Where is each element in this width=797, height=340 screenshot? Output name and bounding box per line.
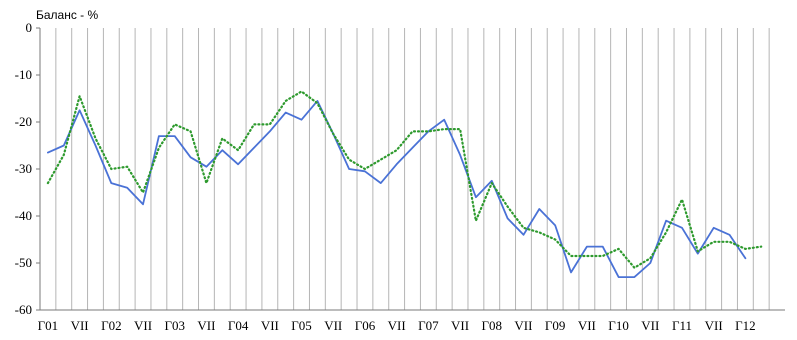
x-tick-label: VII: [324, 318, 342, 333]
x-tick-label: VII: [514, 318, 532, 333]
x-tick-label: VII: [705, 318, 723, 333]
x-tick-label: Г10: [608, 318, 629, 333]
x-tick-label: Г11: [672, 318, 692, 333]
x-tick-label: Г05: [291, 318, 312, 333]
x-tick-label: VII: [261, 318, 279, 333]
series-line-dotted: [46, 90, 763, 269]
y-tick-label: -20: [15, 114, 32, 129]
x-tick-label: Г03: [164, 318, 185, 333]
x-tick-label: VII: [71, 318, 89, 333]
x-tick-label: Г01: [38, 318, 59, 333]
axes: [36, 27, 785, 311]
vertical-gridlines: [55, 28, 770, 310]
x-tick-label: Г08: [481, 318, 502, 333]
y-tick-label: -30: [15, 161, 32, 176]
x-tick-label: Г12: [735, 318, 756, 333]
y-tick-label: -40: [15, 208, 32, 223]
x-tick-label: Г04: [228, 318, 249, 333]
y-tick-label: -60: [15, 302, 32, 317]
x-tick-label: Г09: [545, 318, 566, 333]
series-lines: [46, 90, 763, 279]
x-tick-label: Г06: [355, 318, 376, 333]
x-tick-label: Г02: [101, 318, 122, 333]
x-tick-label: VII: [134, 318, 152, 333]
x-tick-label: VII: [578, 318, 596, 333]
x-tick-label: VII: [197, 318, 215, 333]
x-tick-label: Г07: [418, 318, 439, 333]
y-tick-label: -50: [15, 255, 32, 270]
chart-title: Баланс - %: [36, 8, 99, 22]
x-tick-label: VII: [641, 318, 659, 333]
x-tick-labels: Г01 VII Г02 VII Г03 VII Г04 VII Г05 VII Г06 VII Г07 V…: [38, 318, 756, 333]
x-tick-label: VII: [388, 318, 406, 333]
y-tick-label: -10: [15, 67, 32, 82]
series-line-solid: [47, 100, 747, 279]
y-tick-labels: 0 -10 -20 -30 -40 -50 -60: [15, 20, 32, 317]
y-tick-label: 0: [26, 20, 33, 35]
x-tick-label: VII: [451, 318, 469, 333]
